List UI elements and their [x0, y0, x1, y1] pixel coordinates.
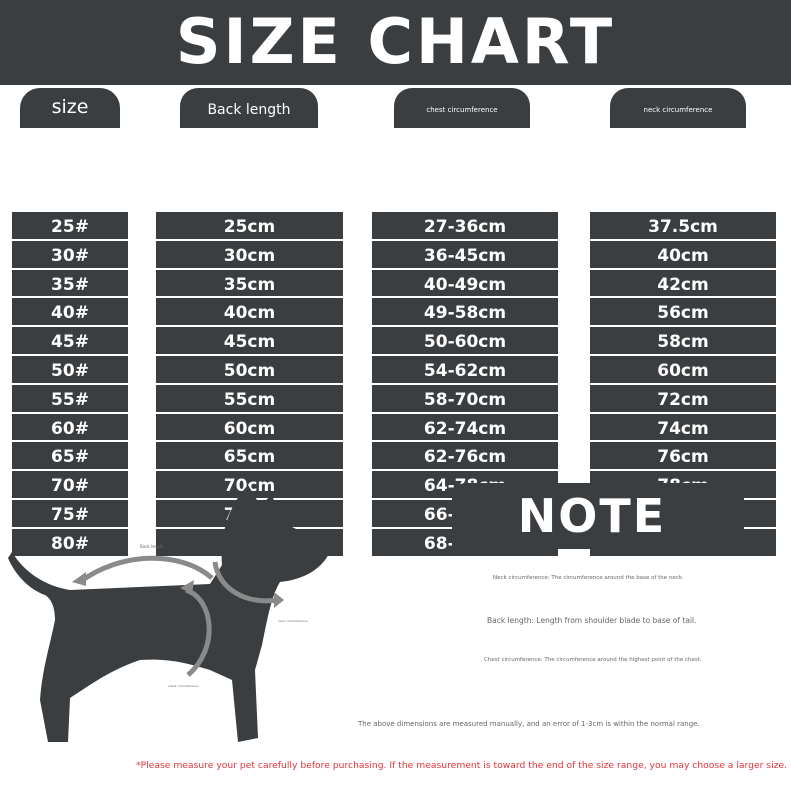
table-cell: 45cm [156, 327, 343, 354]
note-title: NOTE [517, 489, 667, 543]
chest-label: chest circumference [168, 684, 199, 688]
page-title: SIZE CHART [175, 5, 616, 78]
table-cell: 75# [12, 499, 128, 527]
table-cell: 50cm [156, 355, 343, 383]
table-cell: 35# [12, 269, 128, 297]
table-cell: 80# [12, 528, 128, 556]
note-error: The above dimensions are measured manual… [358, 720, 700, 728]
table-cell: 65# [12, 442, 128, 470]
table-cell: 25cm [156, 212, 343, 239]
back-label: Back length [140, 544, 164, 549]
table-cell: 50# [12, 355, 128, 383]
column-header: chest circumference [394, 88, 530, 128]
note-chest: Chest circumference: The circumference a… [484, 657, 702, 663]
neck-label: neck circumference [278, 619, 308, 623]
table-cell: 72cm [590, 384, 776, 412]
table-cell: 25# [12, 212, 128, 239]
column-header: neck circumference [610, 88, 746, 128]
table-cell: 58cm [590, 327, 776, 354]
note-banner [452, 483, 744, 549]
table-cell: 40cm [156, 298, 343, 326]
table-cell: 70# [12, 471, 128, 498]
table-cell: 62-74cm [372, 413, 558, 441]
table-cell: 54-62cm [372, 355, 558, 383]
table-cell: 40# [12, 298, 128, 326]
table-cell: 30cm [156, 240, 343, 268]
table-cell: 42cm [590, 269, 776, 297]
table-cell: 40cm [590, 240, 776, 268]
table-cell: 60cm [590, 355, 776, 383]
table-cell: 65cm [156, 442, 343, 470]
table-cell: 49-58cm [372, 298, 558, 326]
note-back: Back length: Length from shoulder blade … [487, 616, 697, 625]
dog-diagram: Back length neck circumference chest cir… [8, 485, 330, 742]
table-cell: 60# [12, 413, 128, 441]
table-cell: 27-36cm [372, 212, 558, 239]
table-cell: 50-60cm [372, 327, 558, 354]
table-cell: 45# [12, 327, 128, 354]
table-cell: 40-49cm [372, 269, 558, 297]
table-cell: 37.5cm [590, 212, 776, 239]
dog-silhouette [8, 485, 330, 742]
purchase-warning: *Please measure your pet carefully befor… [136, 760, 788, 771]
table-cell: 30# [12, 240, 128, 268]
column-header: Back length [180, 88, 318, 128]
header-band [0, 0, 791, 85]
table-cell: 74cm [590, 413, 776, 441]
table-cell: 55# [12, 384, 128, 412]
table-cell: 62-76cm [372, 442, 558, 470]
note-neck: Neck circumference: The circumference ar… [493, 575, 684, 581]
table-cell: 60cm [156, 413, 343, 441]
table-cell: 76cm [590, 442, 776, 470]
table-cell: 55cm [156, 384, 343, 412]
table-cell: 58-70cm [372, 384, 558, 412]
column-header: size [20, 88, 120, 128]
table-cell: 56cm [590, 298, 776, 326]
table-cell: 35cm [156, 269, 343, 297]
table-cell: 36-45cm [372, 240, 558, 268]
